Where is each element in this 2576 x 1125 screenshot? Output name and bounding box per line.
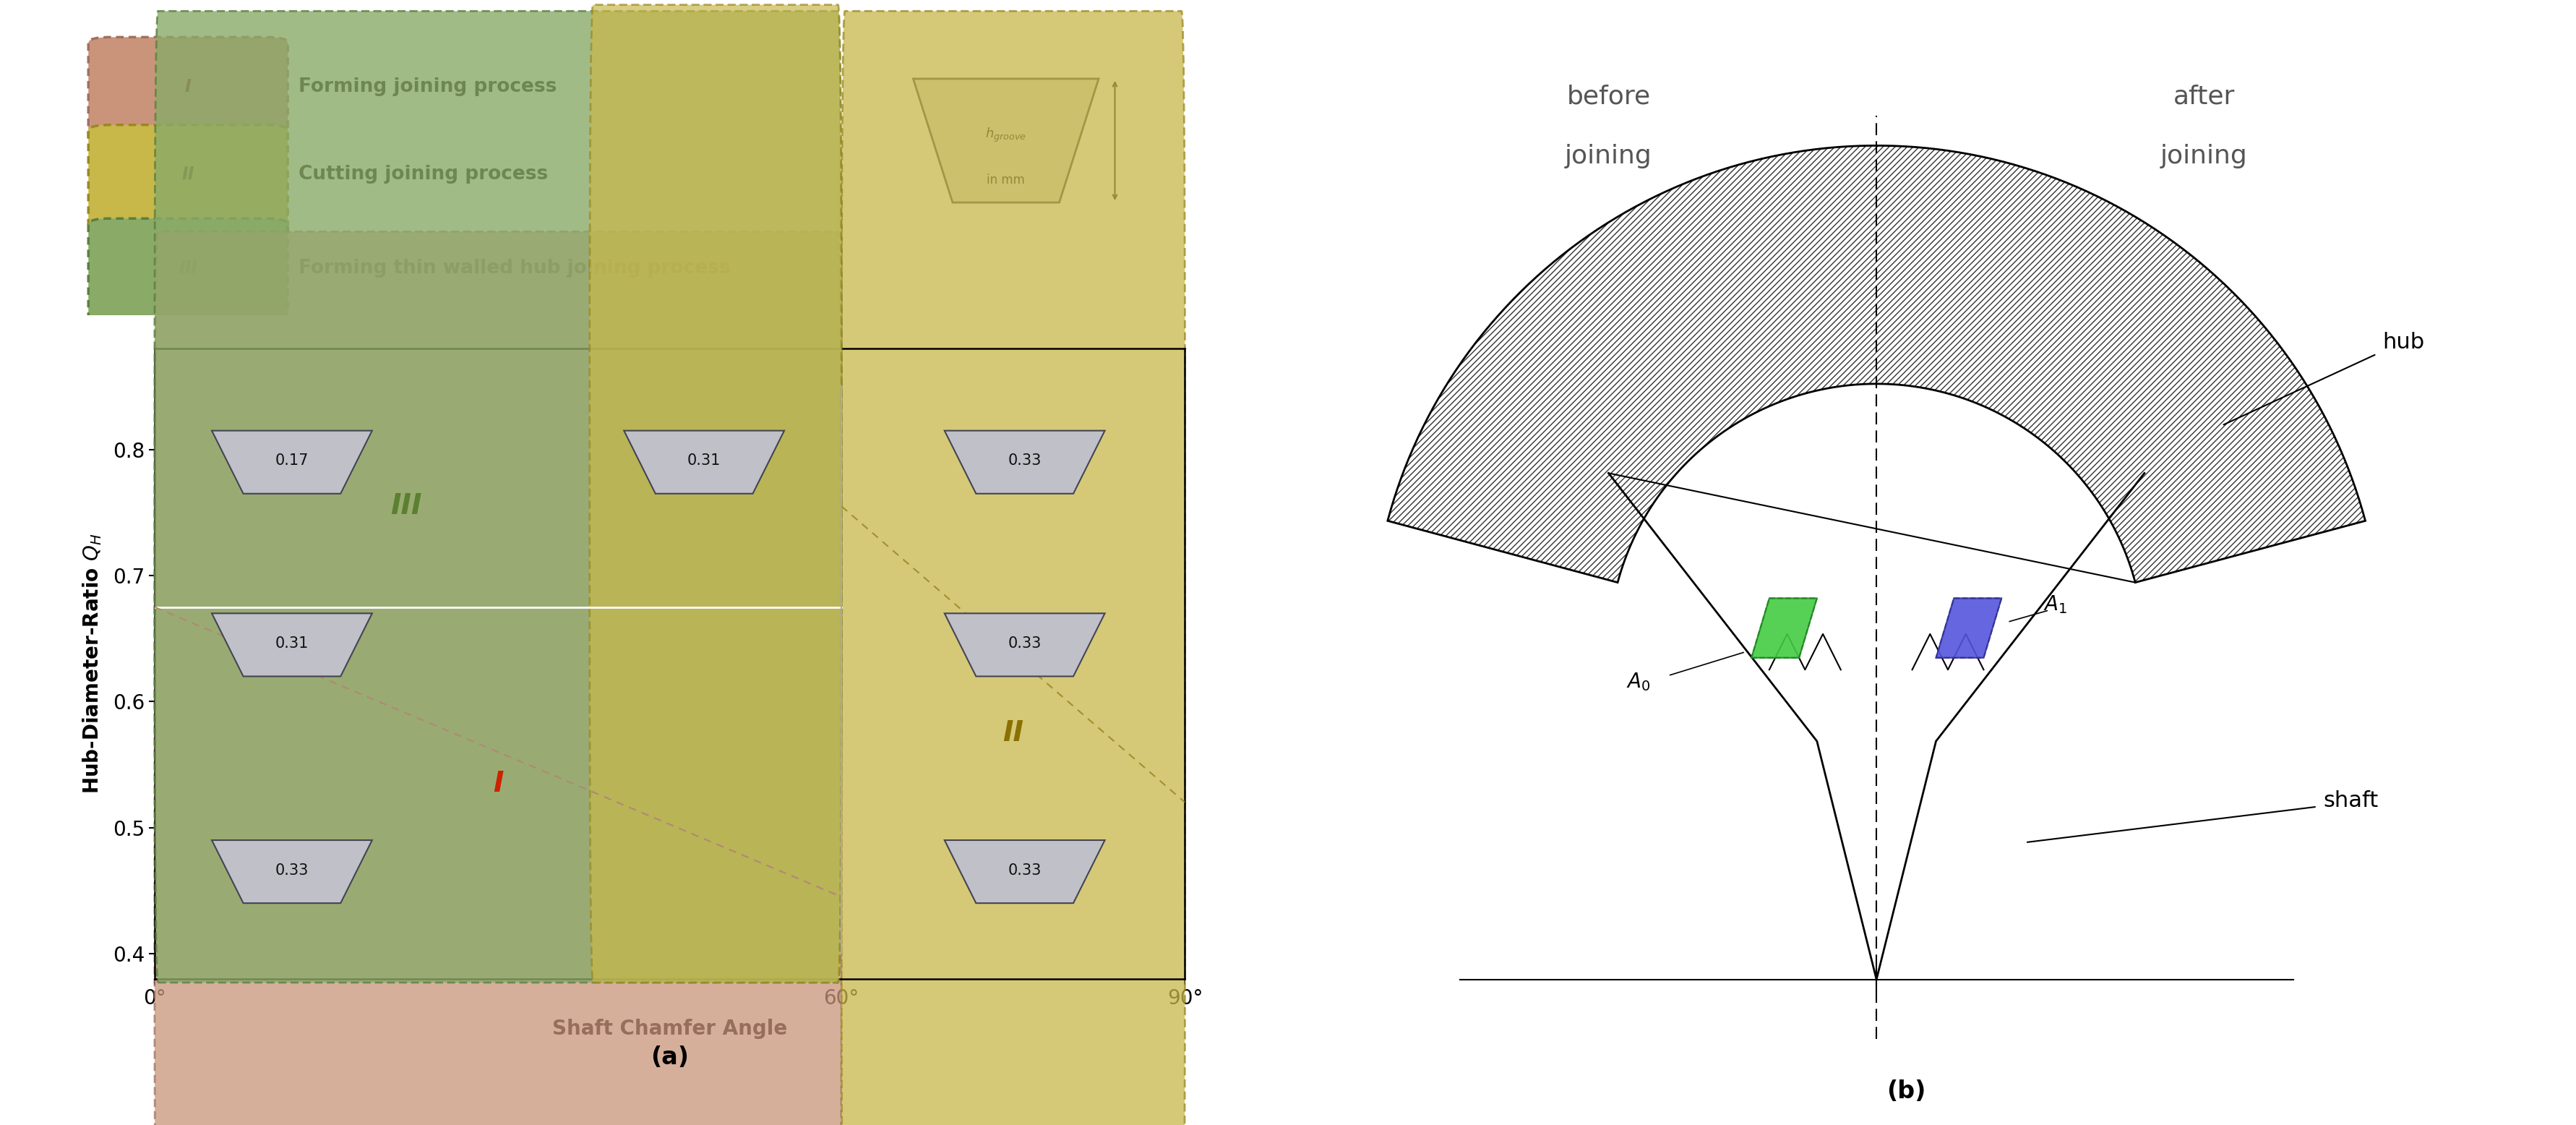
Text: Cutting joining process: Cutting joining process [299, 165, 549, 185]
Polygon shape [912, 79, 1097, 202]
Polygon shape [1388, 145, 2365, 583]
Polygon shape [1607, 474, 2143, 980]
FancyBboxPatch shape [155, 11, 842, 982]
X-axis label: Shaft Chamfer Angle: Shaft Chamfer Angle [551, 1018, 788, 1038]
Text: 0.33: 0.33 [276, 863, 309, 878]
FancyBboxPatch shape [88, 37, 289, 143]
FancyBboxPatch shape [88, 218, 289, 324]
Text: III: III [392, 493, 422, 520]
Text: Forming thin walled hub joining process: Forming thin walled hub joining process [299, 259, 732, 278]
Polygon shape [211, 431, 371, 494]
Text: Forming joining process: Forming joining process [299, 78, 556, 97]
Polygon shape [1752, 598, 1816, 658]
FancyBboxPatch shape [590, 4, 842, 982]
Text: I: I [185, 78, 191, 96]
Text: 0.17: 0.17 [276, 453, 309, 468]
Text: 0.33: 0.33 [1007, 863, 1041, 878]
Text: $A_0$: $A_0$ [1625, 670, 1651, 692]
Text: 0.33: 0.33 [1007, 453, 1041, 468]
FancyBboxPatch shape [155, 232, 842, 1125]
Text: 0.31: 0.31 [688, 453, 721, 468]
Text: $h_{groove}$: $h_{groove}$ [987, 126, 1025, 144]
FancyBboxPatch shape [88, 125, 289, 231]
Text: 0.31: 0.31 [276, 637, 309, 651]
Text: joining: joining [2161, 144, 2249, 169]
Text: II: II [183, 165, 193, 183]
Text: III: III [178, 260, 198, 277]
Polygon shape [211, 840, 371, 903]
Text: hub: hub [2383, 332, 2424, 352]
Polygon shape [623, 431, 783, 494]
FancyBboxPatch shape [842, 11, 1185, 1125]
Text: I: I [492, 770, 502, 798]
Text: (b): (b) [1886, 1079, 1927, 1104]
Text: 0.33: 0.33 [1007, 637, 1041, 651]
Polygon shape [945, 613, 1105, 676]
Text: joining: joining [1564, 144, 1651, 169]
Text: II: II [1002, 719, 1023, 747]
Text: after: after [2174, 84, 2236, 109]
Text: shaft: shaft [2324, 790, 2378, 811]
Polygon shape [945, 840, 1105, 903]
Polygon shape [211, 613, 371, 676]
Polygon shape [1937, 598, 2002, 658]
Polygon shape [945, 431, 1105, 494]
Text: before: before [1566, 84, 1651, 109]
Text: (a): (a) [652, 1045, 688, 1070]
Text: in mm: in mm [987, 173, 1025, 187]
Y-axis label: Hub-Diameter-Ratio $Q_H$: Hub-Diameter-Ratio $Q_H$ [80, 533, 103, 794]
Text: $A_1$: $A_1$ [2043, 593, 2066, 615]
